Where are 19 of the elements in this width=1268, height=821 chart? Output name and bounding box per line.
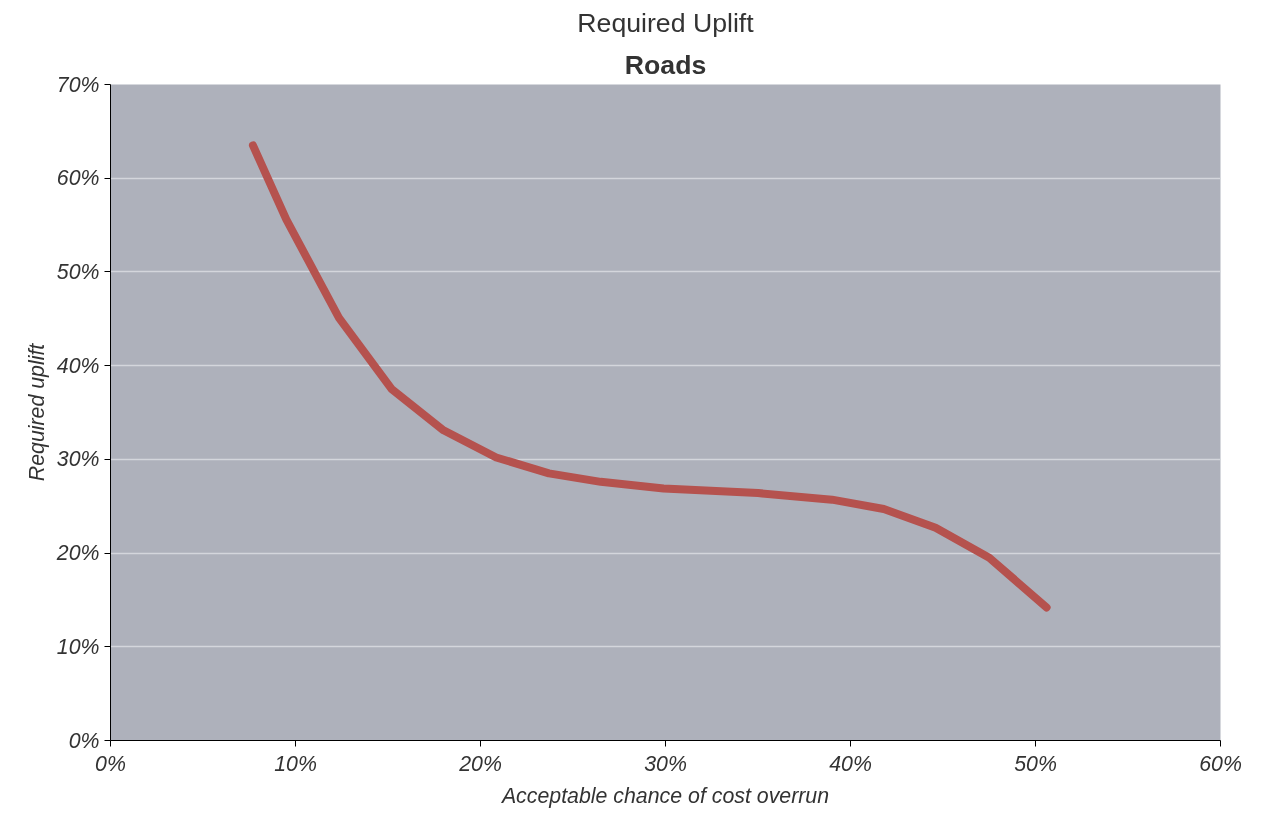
y-tick-label: 10% [56, 634, 100, 659]
x-tick-label: 30% [644, 751, 687, 776]
y-tick-label: 60% [56, 166, 100, 191]
y-tick-label: 40% [56, 353, 100, 378]
y-tick-label: 20% [55, 541, 100, 566]
chart-title: Required Uplift [577, 7, 755, 38]
x-tick-label: 10% [274, 751, 317, 776]
x-tick-label: 60% [1199, 751, 1242, 776]
chart-subtitle: Roads [624, 49, 707, 80]
y-tick-label: 30% [56, 447, 100, 472]
x-tick-label: 0% [95, 751, 126, 776]
x-axis-title: Acceptable chance of cost overrun [499, 783, 830, 808]
y-axis-title: Required uplift [24, 342, 49, 482]
x-tick-label: 40% [829, 751, 872, 776]
x-tick-label: 50% [1014, 751, 1057, 776]
x-tick-label: 20% [458, 751, 502, 776]
y-tick-label: 70% [56, 72, 100, 97]
y-tick-label: 0% [68, 728, 100, 753]
y-tick-label: 50% [56, 259, 100, 284]
